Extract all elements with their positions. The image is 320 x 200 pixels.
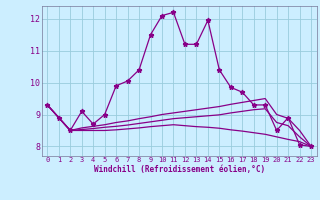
X-axis label: Windchill (Refroidissement éolien,°C): Windchill (Refroidissement éolien,°C) — [94, 165, 265, 174]
